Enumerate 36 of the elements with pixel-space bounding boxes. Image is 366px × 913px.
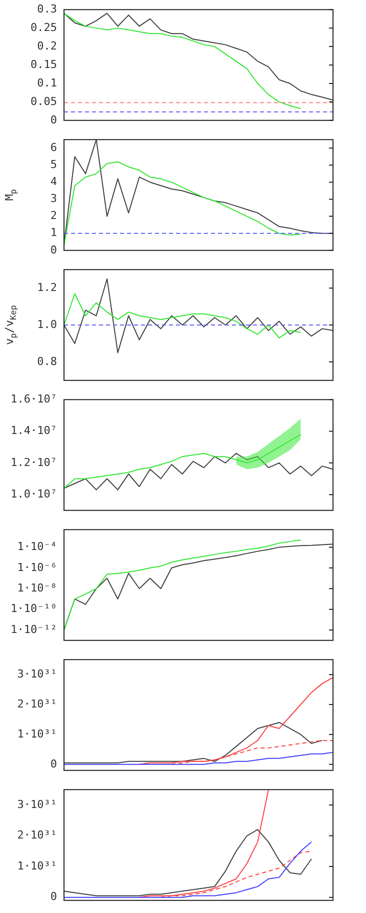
y-tick-label: 1·10³¹ bbox=[17, 859, 57, 872]
y-tick-label: 3·10³¹ bbox=[17, 667, 57, 680]
y-tick-label: 2·10³¹ bbox=[17, 828, 57, 842]
y-tick-label: 1.2 bbox=[37, 280, 57, 294]
y-tick-label: 2 bbox=[50, 209, 57, 222]
y-tick-label: 5 bbox=[50, 158, 57, 172]
y-tick-label: 0 bbox=[50, 113, 57, 126]
y-tick-label: 0.2 bbox=[37, 39, 57, 52]
y-tick-label: 0.3 bbox=[37, 2, 57, 16]
y-axis-title: vp/vKep bbox=[2, 305, 18, 345]
y-tick-label: 1.4·10⁷ bbox=[10, 424, 57, 438]
y-tick-label: 3 bbox=[50, 192, 57, 206]
y-tick-label: 4 bbox=[50, 175, 58, 188]
y-tick-label: 0 bbox=[50, 243, 57, 256]
y-tick-label: 1·10⁻¹⁰ bbox=[10, 602, 57, 616]
y-tick-label: 1·10⁻⁶ bbox=[17, 560, 57, 574]
y-tick-label: 0.15 bbox=[30, 58, 57, 71]
y-tick-label: 1·10³¹ bbox=[17, 727, 57, 740]
y-tick-label: 1·10⁻¹² bbox=[10, 622, 57, 636]
y-tick-label: 3·10³¹ bbox=[17, 798, 57, 811]
y-tick-label: 1·10⁻⁴ bbox=[17, 540, 57, 554]
y-tick-label: 6 bbox=[50, 140, 57, 154]
y-tick-label: 0.1 bbox=[37, 76, 57, 90]
y-tick-label: 1.2·10⁷ bbox=[10, 456, 57, 469]
y-tick-label: 0.25 bbox=[30, 20, 57, 34]
y-tick-label: 1 bbox=[50, 226, 57, 240]
y-tick-label: 1.0 bbox=[37, 318, 57, 331]
y-tick-label: 0.05 bbox=[30, 94, 57, 108]
y-tick-label: 0.8 bbox=[37, 354, 57, 368]
y-tick-label: 2·10³¹ bbox=[17, 697, 57, 710]
y-tick-label: 1·10⁻⁸ bbox=[17, 581, 57, 594]
y-tick-label: 1.6·10⁷ bbox=[10, 392, 57, 406]
y-tick-label: 0 bbox=[50, 757, 57, 770]
y-tick-label: 0 bbox=[50, 890, 57, 904]
y-tick-label: 1.0·10⁷ bbox=[10, 487, 57, 500]
y-axis-title: Mp bbox=[2, 189, 18, 201]
